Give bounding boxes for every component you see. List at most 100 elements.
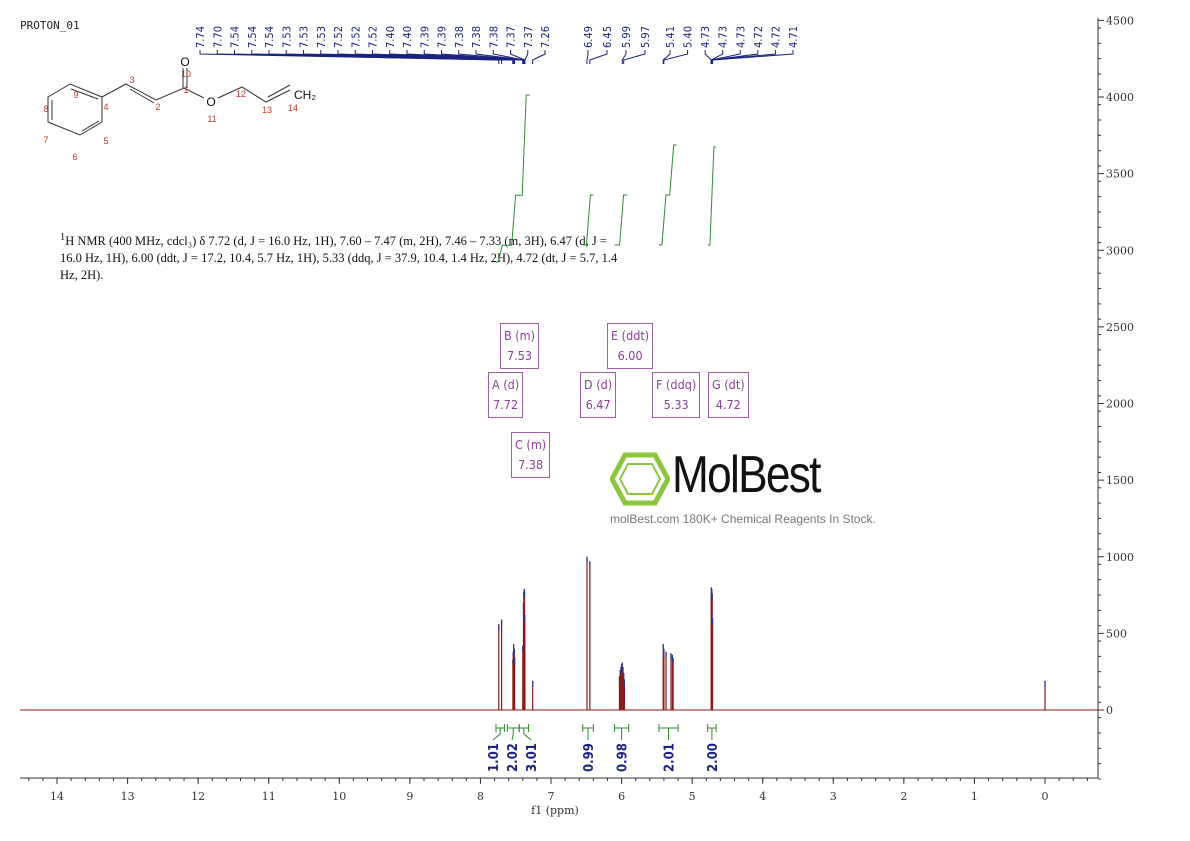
x-tick-label: 13 <box>121 790 135 803</box>
multiplet-shift: 4.72 <box>715 397 741 412</box>
description-text: H NMR (400 MHz, cdcl₃) δ 7.72 (d, J = 16… <box>60 234 618 283</box>
superscript: 1 <box>60 232 66 243</box>
x-tick-label: 12 <box>191 790 205 803</box>
peak-label: 7.70 <box>211 26 224 48</box>
oxygen-label: O <box>180 55 189 69</box>
peak-label: 7.53 <box>280 26 293 48</box>
peak-label-leader <box>623 50 646 64</box>
integral-curve <box>614 194 628 246</box>
integral-bar-stem <box>511 728 514 741</box>
multiplet-shift: 7.53 <box>507 348 533 363</box>
peak-label: 7.74 <box>194 26 207 48</box>
integral-curve <box>707 146 717 246</box>
peak-label-leader <box>532 50 546 64</box>
peak-label-leader <box>711 50 776 64</box>
peak-label-leader <box>492 50 525 64</box>
multiplet-shift: 6.47 <box>585 397 611 412</box>
peak-label: 7.26 <box>539 26 552 48</box>
peak-label: 7.53 <box>315 26 328 48</box>
integral-value: 2.00 <box>706 743 721 772</box>
peak-label: 7.40 <box>384 26 397 48</box>
integral-bar-stem <box>523 728 532 741</box>
allyl-double-bond <box>267 84 291 98</box>
multiplet-label: G (dt) <box>712 377 745 392</box>
y-tick-label: 3500 <box>1106 168 1134 181</box>
integral-value: 2.01 <box>663 743 678 772</box>
integral-value: 0.98 <box>616 743 631 772</box>
peak-label: 7.52 <box>349 26 362 48</box>
multiplet-shift: 6.00 <box>617 348 643 363</box>
y-tick-label: 4500 <box>1106 14 1134 27</box>
x-tick-label: 2 <box>900 790 907 803</box>
chain-double-bond <box>129 88 155 104</box>
spectrum-title: PROTON_01 <box>20 19 80 32</box>
x-axis-label: f1 (ppm) <box>531 804 579 817</box>
peak-label: 4.73 <box>717 26 730 48</box>
peak-label: 7.54 <box>229 26 242 48</box>
atom-number: 5 <box>103 136 108 146</box>
multiplet-box-F: F (ddq) 5.33 <box>652 372 701 418</box>
y-tick-label: 1500 <box>1106 474 1134 487</box>
y-tick-label: 3000 <box>1106 244 1134 257</box>
y-tick-label: 2500 <box>1106 321 1134 334</box>
multiplet-shift: 7.38 <box>518 457 544 472</box>
watermark-brand: MolBest <box>672 446 821 504</box>
peak-label: 7.38 <box>470 26 483 48</box>
multiplet-box-G: G (dt) 4.72 <box>708 372 749 418</box>
integral-value: 0.99 <box>582 743 597 772</box>
multiplet-box-B: B (m) 7.53 <box>500 323 540 369</box>
multiplet-box-E: E (ddt) 6.00 <box>607 323 654 369</box>
x-tick-label: 8 <box>477 790 484 803</box>
y-tick-label: 1000 <box>1106 551 1134 564</box>
x-tick-label: 7 <box>548 790 555 803</box>
y-tick-label: 0 <box>1106 704 1113 717</box>
atom-number: 10 <box>181 69 191 79</box>
integral-curve <box>582 194 594 246</box>
atom-number: 1 <box>183 85 188 95</box>
peak-label: 7.37 <box>522 26 535 48</box>
peak-label-leader <box>586 50 589 64</box>
peak-label: 5.41 <box>664 26 677 48</box>
peak-label: 5.99 <box>620 26 633 48</box>
ring-double-bond <box>81 120 100 132</box>
x-tick-label: 0 <box>1042 790 1049 803</box>
peak-label-leader <box>589 50 608 64</box>
peak-label: 7.38 <box>487 26 500 48</box>
peak-label-leader <box>663 50 689 64</box>
watermark-tagline: molBest.com 180K+ Chemical Reagents In S… <box>610 512 876 526</box>
benzene-ring <box>47 83 103 136</box>
multiplet-label: A (d) <box>492 377 520 392</box>
x-tick-label: 11 <box>262 790 276 803</box>
integral-value: 1.01 <box>487 743 502 772</box>
peak-label-leader <box>712 50 794 64</box>
peak-label-leader <box>372 50 515 64</box>
atom-number: 9 <box>73 90 78 100</box>
oxygen-label: O <box>206 95 215 109</box>
integral-bar-stem <box>492 728 501 741</box>
peak-label: 7.38 <box>453 26 466 48</box>
peak-label: 5.40 <box>682 26 695 48</box>
peak-label: 4.72 <box>769 26 782 48</box>
peak-label-leader <box>704 50 712 64</box>
y-tick-label: 500 <box>1106 627 1127 640</box>
y-tick-label: 2000 <box>1106 398 1134 411</box>
integral-value: 2.02 <box>506 743 521 772</box>
x-tick-label: 14 <box>50 790 64 803</box>
peak-label: 4.73 <box>699 26 712 48</box>
peak-label-leader <box>524 50 529 64</box>
atom-number: 4 <box>103 102 108 112</box>
peak-label: 4.72 <box>752 26 765 48</box>
multiplet-label: D (d) <box>584 377 613 392</box>
peak-label: 4.73 <box>734 26 747 48</box>
peak-label-leader <box>662 50 671 64</box>
peak-label: 7.52 <box>332 26 345 48</box>
peak-label: 6.45 <box>601 26 614 48</box>
peak-label: 5.97 <box>639 26 652 48</box>
multiplet-label: F (ddq) <box>656 377 697 392</box>
atom-number: 2 <box>155 102 160 112</box>
peak-label: 7.52 <box>367 26 380 48</box>
peak-label: 7.53 <box>298 26 311 48</box>
allyl-bond <box>217 86 291 103</box>
x-tick-label: 9 <box>406 790 413 803</box>
